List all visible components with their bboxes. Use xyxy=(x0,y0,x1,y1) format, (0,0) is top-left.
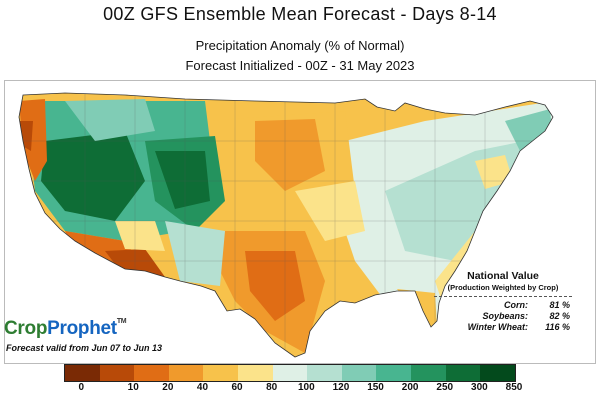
legend-swatch xyxy=(168,365,204,381)
row-value: 116 % xyxy=(545,322,570,332)
legend-swatch xyxy=(445,365,481,381)
national-value-title: National Value xyxy=(467,270,539,282)
legend-swatch xyxy=(65,365,100,381)
legend-swatch xyxy=(480,365,515,381)
logo-crop: Crop xyxy=(4,318,48,339)
legend-swatch xyxy=(134,365,169,381)
forecast-init-date: Forecast Initialized - 00Z - 31 May 2023 xyxy=(185,58,415,73)
legend-tick-label: 10 xyxy=(127,382,139,393)
legend-tick-label: 150 xyxy=(367,382,384,393)
national-value-subtitle: (Production Weighted by Crop) xyxy=(447,283,559,292)
legend-tick-label: 850 xyxy=(505,382,523,393)
legend-tick-label: 40 xyxy=(196,382,209,393)
legend-swatch xyxy=(238,365,273,381)
legend-tick-label: 120 xyxy=(332,382,350,393)
row-value: 81 % xyxy=(549,300,570,310)
legend-ticks: 0 10 20 40 60 80 100 120 150 200 250 300 850 xyxy=(64,382,523,396)
row-value: 82 % xyxy=(549,311,570,321)
national-value-box: National Value (Production Weighted by C… xyxy=(428,270,578,332)
legend-swatch xyxy=(411,365,446,381)
us-precip-map xyxy=(18,92,554,358)
legend-tick-label: 80 xyxy=(266,382,278,393)
legend-tick-label: 20 xyxy=(162,382,174,393)
us-outline xyxy=(18,92,554,358)
national-value-row: Soybeans: 82 % xyxy=(428,311,578,321)
legend-tick-label: 200 xyxy=(401,382,419,393)
chart-title: 00Z GFS Ensemble Mean Forecast - Days 8-… xyxy=(103,4,497,24)
legend-tick-label: 250 xyxy=(436,382,454,393)
chart-subtitle: Precipitation Anomaly (% of Normal) xyxy=(195,38,405,53)
color-legend xyxy=(64,364,516,382)
national-value-row: Winter Wheat: 116 % xyxy=(428,322,578,332)
legend-tick-label: 300 xyxy=(471,382,488,393)
legend-swatch xyxy=(307,365,342,381)
legend-tick-label: 60 xyxy=(231,382,243,393)
legend-swatch xyxy=(203,365,239,381)
logo-tm: TM xyxy=(116,318,127,325)
legend-swatch xyxy=(341,365,377,381)
legend-swatch xyxy=(376,365,412,381)
forecast-valid-text: Forecast valid from Jun 07 to Jun 13 xyxy=(6,343,163,353)
legend-tick-label: 100 xyxy=(297,382,315,393)
row-label: Corn: xyxy=(504,300,528,310)
legend-swatch xyxy=(99,365,135,381)
row-label: Soybeans: xyxy=(482,311,528,321)
national-value-row: Corn: 81 % xyxy=(428,300,578,310)
row-label: Winter Wheat: xyxy=(467,322,528,332)
logo-prophet: Prophet xyxy=(47,318,117,339)
map-frame xyxy=(4,80,596,364)
national-value-divider xyxy=(434,296,572,297)
legend-tick-label: 0 xyxy=(78,382,85,393)
cropprophet-logo: CropProphetTM xyxy=(4,318,127,340)
legend-swatch xyxy=(272,365,308,381)
